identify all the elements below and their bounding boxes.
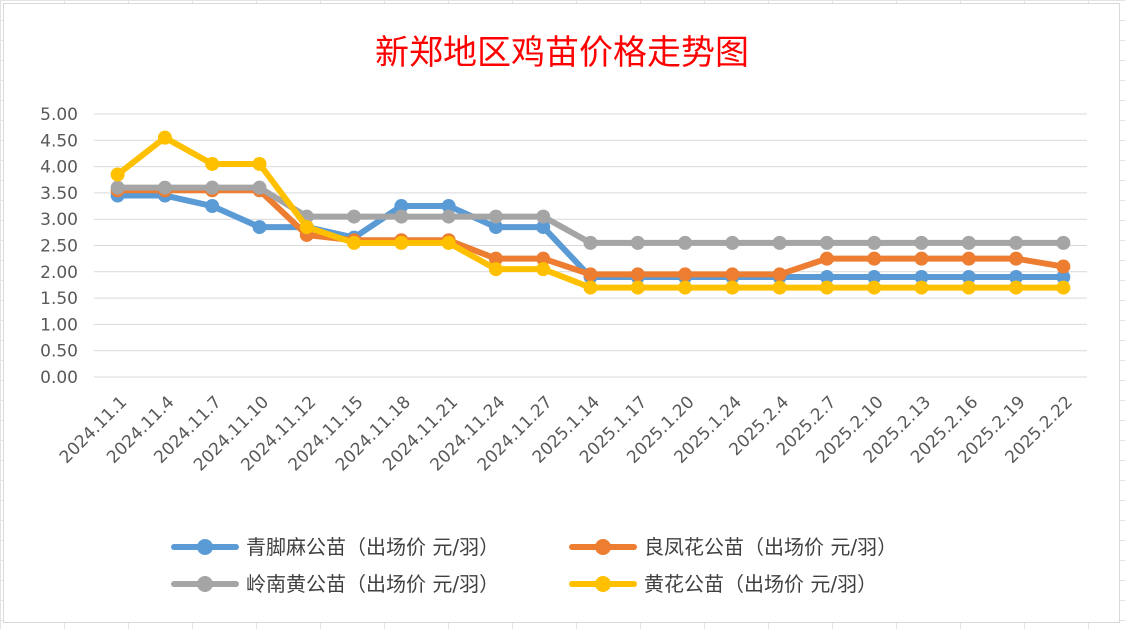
data-point [110, 167, 125, 182]
data-point [678, 235, 693, 250]
data-point [536, 251, 551, 266]
series-4 [110, 130, 1071, 295]
legend-item: 黄花公苗（出场价 元/羽） [569, 572, 877, 596]
y-tick-label: 0.50 [40, 342, 78, 362]
data-point [914, 251, 929, 266]
data-point [914, 270, 929, 285]
data-point [961, 235, 976, 250]
data-point [205, 180, 220, 195]
data-point [725, 235, 740, 250]
data-point [867, 251, 882, 266]
data-point [488, 251, 503, 266]
data-point [867, 235, 882, 250]
data-point [394, 209, 409, 224]
legend-label: 青脚麻公苗（出场价 元/羽） [246, 535, 499, 559]
data-point [678, 280, 693, 295]
data-point [961, 251, 976, 266]
plot-series [110, 130, 1071, 295]
y-tick-label: 3.00 [40, 210, 78, 230]
data-point [299, 220, 314, 235]
data-point [725, 280, 740, 295]
data-point [536, 262, 551, 277]
legend-marker [595, 539, 611, 555]
data-point [1009, 235, 1024, 250]
legend-item: 青脚麻公苗（出场价 元/羽） [171, 535, 499, 559]
data-point [583, 235, 598, 250]
series-2 [110, 183, 1071, 282]
y-tick-label: 1.50 [40, 289, 78, 309]
chart-area[interactable]: 新郑地区鸡苗价格走势图 0.00 0.50 1.00 1.50 2.00 2.50 3.00… [3, 3, 1120, 623]
data-point [867, 280, 882, 295]
y-tick-label: 2.50 [40, 237, 78, 257]
data-point [772, 235, 787, 250]
data-point [1056, 270, 1071, 285]
legend-item: 岭南黄公苗（出场价 元/羽） [171, 572, 499, 596]
legend-label: 黄花公苗（出场价 元/羽） [644, 572, 877, 596]
data-point [488, 209, 503, 224]
legend-label: 良凤花公苗（出场价 元/羽） [644, 535, 897, 559]
data-point [536, 209, 551, 224]
data-point [1056, 280, 1071, 295]
data-point [252, 220, 267, 235]
data-point [110, 180, 125, 195]
x-axis-ticks: 2024.11.12024.11.42024.11.72024.11.10202… [56, 392, 1077, 475]
data-point [819, 280, 834, 295]
y-tick-label: 3.50 [40, 184, 78, 204]
data-point [630, 267, 645, 282]
data-point [1009, 251, 1024, 266]
data-point [583, 267, 598, 282]
data-point [630, 235, 645, 250]
data-point [867, 270, 882, 285]
legend-item: 良凤花公苗（出场价 元/羽） [569, 535, 897, 559]
data-point [678, 267, 693, 282]
y-tick-label: 4.50 [40, 131, 78, 151]
data-point [441, 209, 456, 224]
data-point [441, 235, 456, 250]
data-point [252, 180, 267, 195]
legend-marker [595, 576, 611, 592]
data-point [961, 270, 976, 285]
data-point [914, 280, 929, 295]
data-point [961, 280, 976, 295]
data-point [1009, 280, 1024, 295]
data-point [772, 280, 787, 295]
series-3 [110, 180, 1071, 250]
data-point [1056, 259, 1071, 274]
data-point [252, 156, 267, 171]
legend-marker [197, 539, 213, 555]
legend: 青脚麻公苗（出场价 元/羽） 良凤花公苗（出场价 元/羽） 岭南黄公苗（出场价 元/… [171, 535, 897, 596]
data-point [1009, 270, 1024, 285]
data-point [914, 235, 929, 250]
data-point [819, 235, 834, 250]
data-point [205, 156, 220, 171]
data-point [394, 199, 409, 214]
data-point [488, 262, 503, 277]
y-tick-label: 2.00 [40, 263, 78, 283]
chart-title: 新郑地区鸡苗价格走势图 [375, 33, 749, 73]
legend-label: 岭南黄公苗（出场价 元/羽） [246, 572, 499, 596]
line-chart: 新郑地区鸡苗价格走势图 0.00 0.50 1.00 1.50 2.00 2.50 3.00… [40, 33, 1087, 596]
y-tick-label: 1.00 [40, 315, 78, 335]
data-point [205, 199, 220, 214]
data-point [157, 130, 172, 145]
legend-marker [197, 576, 213, 592]
data-point [583, 280, 598, 295]
data-point [630, 280, 645, 295]
y-axis-ticks: 0.00 0.50 1.00 1.50 2.00 2.50 3.00 3.50 4.00 4.50… [40, 105, 78, 388]
data-point [772, 267, 787, 282]
data-point [819, 270, 834, 285]
data-point [347, 209, 362, 224]
data-point [347, 235, 362, 250]
data-point [488, 220, 503, 235]
data-point [441, 199, 456, 214]
y-tick-label: 4.00 [40, 158, 78, 178]
data-point [157, 180, 172, 195]
y-tick-label: 0.00 [40, 368, 78, 388]
data-point [819, 251, 834, 266]
data-point [725, 267, 740, 282]
data-point [536, 220, 551, 235]
data-point [394, 235, 409, 250]
y-tick-label: 5.00 [40, 105, 78, 125]
data-point [1056, 235, 1071, 250]
